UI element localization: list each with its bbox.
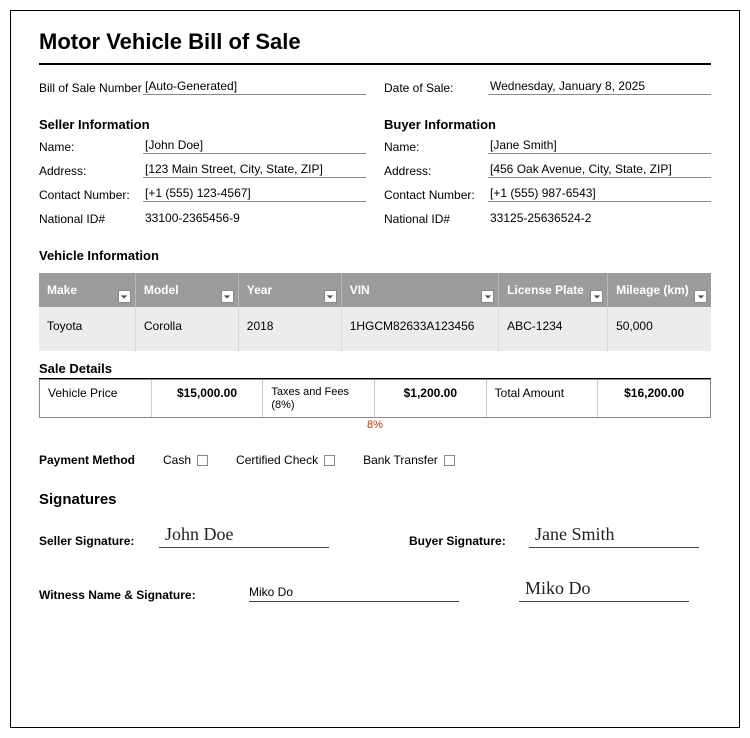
vehicle-section-head: Vehicle Information bbox=[39, 248, 711, 263]
seller-signature: John Doe bbox=[159, 522, 329, 548]
bosn-value: [Auto-Generated] bbox=[143, 79, 366, 95]
buyer-address: [456 Oak Avenue, City, State, ZIP] bbox=[488, 162, 711, 178]
sale-total-label: Total Amount bbox=[487, 380, 599, 417]
pm-cash-label: Cash bbox=[163, 453, 191, 467]
col-vin: VIN bbox=[350, 283, 370, 297]
col-mileage: Mileage (km) bbox=[616, 283, 689, 297]
party-details: Name:[John Doe] Address:[123 Main Street… bbox=[39, 138, 711, 234]
sale-tax: $1,200.00 bbox=[375, 380, 487, 417]
buyer-sig-label: Buyer Signature: bbox=[409, 534, 529, 548]
witness-signature: Miko Do bbox=[519, 576, 689, 602]
sale-tax-label: Taxes and Fees (8%) bbox=[263, 380, 375, 417]
filter-dropdown-icon[interactable] bbox=[324, 290, 337, 303]
cell-mileage: 50,000 bbox=[608, 307, 711, 351]
vehicle-table-row: Toyota Corolla 2018 1HGCM82633A123456 AB… bbox=[39, 307, 711, 351]
seller-contact-label: Contact Number: bbox=[39, 188, 143, 202]
col-plate: License Plate bbox=[507, 283, 584, 297]
buyer-nid-label: National ID# bbox=[384, 212, 488, 226]
sale-price: $15,000.00 bbox=[152, 380, 264, 417]
filter-dropdown-icon[interactable] bbox=[694, 290, 707, 303]
filter-dropdown-icon[interactable] bbox=[481, 290, 494, 303]
signatures-head: Signatures bbox=[39, 491, 711, 508]
buyer-contact-label: Contact Number: bbox=[384, 188, 488, 202]
pm-bank-label: Bank Transfer bbox=[363, 453, 438, 467]
seller-nid-label: National ID# bbox=[39, 212, 143, 226]
buyer-name-label: Name: bbox=[384, 140, 488, 154]
seller-section-head: Seller Information bbox=[39, 117, 366, 132]
col-model: Model bbox=[144, 283, 179, 297]
witness-name: Miko Do bbox=[249, 582, 459, 602]
buyer-nid: 33125-25636524-2 bbox=[488, 210, 711, 226]
payment-method: Payment Method Cash Certified Check Bank… bbox=[39, 453, 711, 467]
buyer-name: [Jane Smith] bbox=[488, 138, 711, 154]
filter-dropdown-icon[interactable] bbox=[590, 290, 603, 303]
buyer-signature: Jane Smith bbox=[529, 522, 699, 548]
document: Motor Vehicle Bill of Sale Bill of Sale … bbox=[10, 10, 740, 728]
buyer-contact: [+1 (555) 987-6543] bbox=[488, 186, 711, 202]
page-title: Motor Vehicle Bill of Sale bbox=[39, 29, 711, 55]
sale-total: $16,200.00 bbox=[598, 380, 710, 417]
sale-section-head: Sale Details bbox=[39, 361, 711, 379]
signature-row: Seller Signature: John Doe Buyer Signatu… bbox=[39, 522, 711, 548]
title-rule bbox=[39, 63, 711, 65]
cell-year: 2018 bbox=[239, 307, 342, 351]
cell-model: Corolla bbox=[136, 307, 239, 351]
pm-check-checkbox[interactable] bbox=[324, 455, 335, 466]
sale-details-row: Vehicle Price $15,000.00 Taxes and Fees … bbox=[39, 379, 711, 418]
witness-row: Witness Name & Signature: Miko Do Miko D… bbox=[39, 576, 711, 602]
payment-label: Payment Method bbox=[39, 453, 135, 467]
seller-name: [John Doe] bbox=[143, 138, 366, 154]
buyer-section-head: Buyer Information bbox=[384, 117, 711, 132]
seller-nid: 33100-2365456-9 bbox=[143, 210, 366, 226]
cell-vin: 1HGCM82633A123456 bbox=[342, 307, 499, 351]
buyer-address-label: Address: bbox=[384, 164, 488, 178]
top-fields: Bill of Sale Number [Auto-Generated] Dat… bbox=[39, 79, 711, 95]
col-make: Make bbox=[47, 283, 77, 297]
bosn-label: Bill of Sale Number bbox=[39, 81, 143, 95]
date-label: Date of Sale: bbox=[384, 81, 488, 95]
tax-percent-note: 8% bbox=[263, 419, 487, 431]
seller-sig-label: Seller Signature: bbox=[39, 534, 159, 548]
cell-make: Toyota bbox=[39, 307, 136, 351]
seller-contact: [+1 (555) 123-4567] bbox=[143, 186, 366, 202]
pm-check-label: Certified Check bbox=[236, 453, 318, 467]
sale-price-label: Vehicle Price bbox=[40, 380, 152, 417]
seller-address-label: Address: bbox=[39, 164, 143, 178]
filter-dropdown-icon[interactable] bbox=[221, 290, 234, 303]
col-year: Year bbox=[247, 283, 272, 297]
filter-dropdown-icon[interactable] bbox=[118, 290, 131, 303]
vehicle-table-header: Make Model Year VIN License Plate Mileag… bbox=[39, 273, 711, 307]
date-value: Wednesday, January 8, 2025 bbox=[488, 79, 711, 95]
witness-label: Witness Name & Signature: bbox=[39, 588, 249, 602]
seller-name-label: Name: bbox=[39, 140, 143, 154]
seller-address: [123 Main Street, City, State, ZIP] bbox=[143, 162, 366, 178]
pm-bank-checkbox[interactable] bbox=[444, 455, 455, 466]
pm-cash-checkbox[interactable] bbox=[197, 455, 208, 466]
cell-plate: ABC-1234 bbox=[499, 307, 608, 351]
